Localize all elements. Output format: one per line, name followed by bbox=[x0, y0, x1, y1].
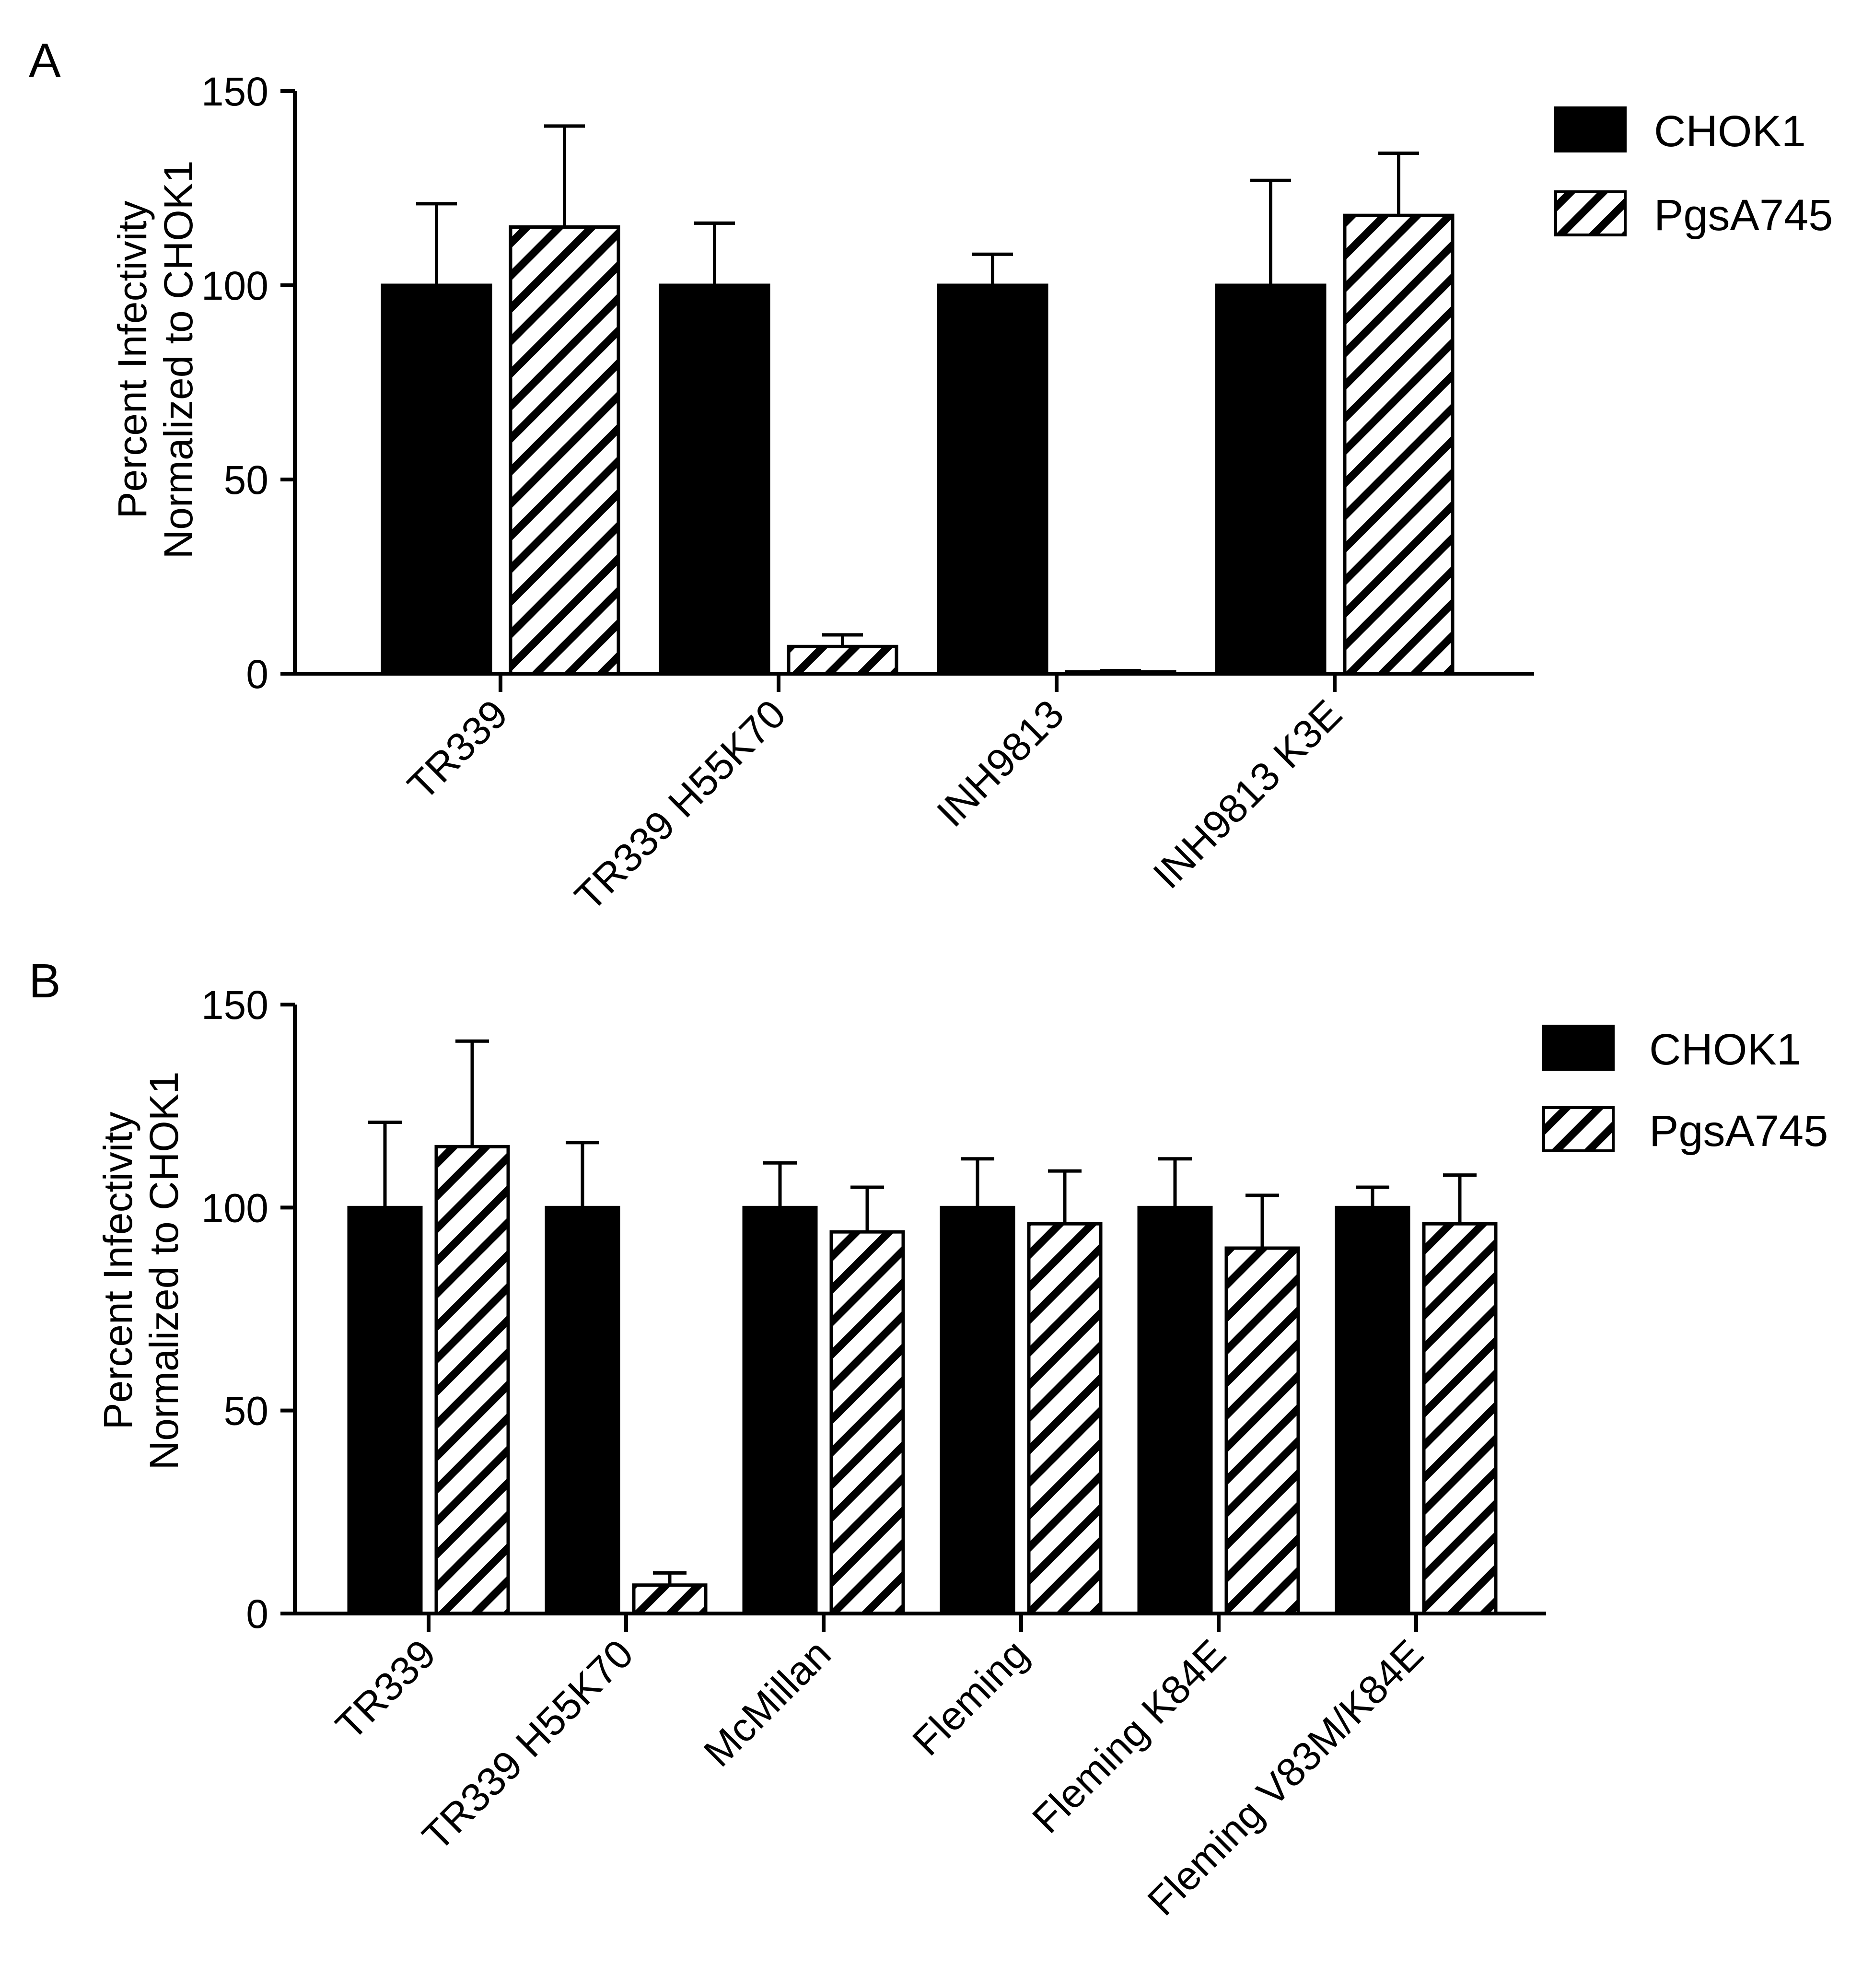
panel-a-letter: A bbox=[29, 34, 61, 87]
panel-a-bar-pgsa745-0 bbox=[509, 225, 620, 676]
panel-b-bar-pgsa745-1 bbox=[632, 1583, 708, 1615]
panel-a-y-axis-title: Percent Infectivity Normalized to CHOK1 bbox=[110, 161, 201, 559]
panel-b-x-tick-label-0: TR339 bbox=[327, 1631, 444, 1748]
panel-a-plot-area: 0 50 100 150 TR339 TR339 H55K70 INH9813 INH9813… bbox=[201, 69, 1534, 919]
panel-b-bar-chok1-5 bbox=[1335, 1205, 1410, 1615]
panel-a-x-tick-label-0: TR339 bbox=[399, 691, 516, 808]
panel-b-x-tick-label-1: TR339 H55K70 bbox=[414, 1631, 642, 1859]
panel-a-y-tick-label-0: 0 bbox=[246, 652, 268, 697]
panel-b-bar-chok1-4 bbox=[1137, 1205, 1213, 1615]
panel-b-bar-chok1-3 bbox=[940, 1205, 1015, 1615]
panel-a-x-tick-label-3: INH9813 K3E bbox=[1144, 691, 1350, 897]
panel-b-x-tick-label-2: McMillan bbox=[695, 1631, 839, 1775]
panel-b-bar-pgsa745-5 bbox=[1422, 1222, 1498, 1615]
panel-a-y-axis-title-line2: Normalized to CHOK1 bbox=[156, 161, 201, 559]
panel-a-bar-pgsa745-3 bbox=[1343, 213, 1455, 676]
panel-a-y-axis-title-line1: Percent Infectivity bbox=[110, 201, 155, 519]
panel-a-bar-chok1-3 bbox=[1215, 283, 1327, 676]
panel-b-bar-pgsa745-0 bbox=[434, 1145, 510, 1615]
panel-a-legend-swatch-pgsa745 bbox=[1554, 190, 1627, 236]
panel-b-legend-swatch-pgsa745 bbox=[1542, 1106, 1615, 1152]
panel-a-legend-label-chok1: CHOK1 bbox=[1654, 107, 1806, 156]
panel-a-y-tick-label-3: 150 bbox=[201, 69, 268, 114]
panel-b-bar-chok1-1 bbox=[545, 1205, 620, 1615]
panel-b-legend-label-pgsa745: PgsA745 bbox=[1649, 1107, 1828, 1156]
panel-b-bar-pgsa745-2 bbox=[829, 1230, 905, 1615]
panel-a-legend-label-pgsa745: PgsA745 bbox=[1654, 191, 1833, 240]
panel-a-y-tick-label-1: 50 bbox=[224, 457, 268, 503]
panel-b-y-tick-label-1: 50 bbox=[224, 1389, 268, 1434]
panel-a-legend: CHOK1 PgsA745 bbox=[1554, 106, 1833, 240]
panel-b-y-axis-title: Percent Infectivity Normalized to CHOK1 bbox=[95, 1072, 186, 1470]
panel-b-y-tick-label-0: 0 bbox=[246, 1591, 268, 1637]
panel-b-letter: B bbox=[29, 954, 61, 1008]
panel-b-legend-swatch-chok1 bbox=[1542, 1025, 1615, 1071]
panel-a-bar-chok1-2 bbox=[937, 283, 1048, 676]
panel-b-x-tick-label-3: Fleming bbox=[904, 1631, 1037, 1764]
panel-b-y-axis-title-line1: Percent Infectivity bbox=[95, 1112, 140, 1430]
panel-b-y-tick-label-2: 100 bbox=[201, 1185, 268, 1230]
panel-b-legend: CHOK1 PgsA745 bbox=[1542, 1025, 1828, 1156]
panel-b-bar-pgsa745-4 bbox=[1224, 1246, 1300, 1615]
panel-b-bar-chok1-2 bbox=[742, 1205, 818, 1615]
panel-b-x-tick-label-4: Fleming K84E bbox=[1024, 1631, 1234, 1842]
panel-a-legend-swatch-chok1 bbox=[1554, 106, 1627, 152]
panel-a-x-tick-label-1: TR339 H55K70 bbox=[566, 691, 794, 919]
panel-a-bar-chok1-0 bbox=[381, 283, 492, 676]
panel-b-y-tick-label-3: 150 bbox=[201, 982, 268, 1028]
panel-b-y-axis-title-line2: Normalized to CHOK1 bbox=[141, 1072, 186, 1470]
panel-a-y-tick-label-2: 100 bbox=[201, 263, 268, 308]
panel-a-bar-pgsa745-1 bbox=[787, 644, 898, 676]
panel-b: B Percent Infectivity Normalized to CHOK… bbox=[29, 954, 1828, 1924]
panel-a: A Percent Infectivity Normalized to CHOK… bbox=[29, 34, 1833, 919]
panel-b-legend-label-chok1: CHOK1 bbox=[1649, 1025, 1801, 1074]
panel-b-bar-pgsa745-3 bbox=[1027, 1222, 1103, 1615]
panel-b-bar-chok1-0 bbox=[347, 1205, 423, 1615]
panel-a-bar-chok1-1 bbox=[659, 283, 770, 676]
panel-a-x-tick-label-2: INH9813 bbox=[928, 691, 1072, 835]
